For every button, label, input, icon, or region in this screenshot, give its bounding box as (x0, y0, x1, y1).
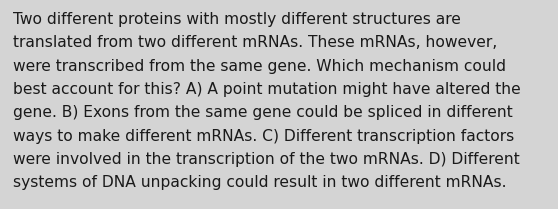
Text: systems of DNA unpacking could result in two different mRNAs.: systems of DNA unpacking could result in… (13, 175, 507, 190)
Text: translated from two different mRNAs. These mRNAs, however,: translated from two different mRNAs. The… (13, 35, 497, 50)
Text: ways to make different mRNAs. C) Different transcription factors: ways to make different mRNAs. C) Differe… (13, 129, 514, 144)
Text: were transcribed from the same gene. Which mechanism could: were transcribed from the same gene. Whi… (13, 59, 506, 74)
Text: Two different proteins with mostly different structures are: Two different proteins with mostly diffe… (13, 12, 461, 27)
Text: gene. B) Exons from the same gene could be spliced in different: gene. B) Exons from the same gene could … (13, 105, 513, 120)
Text: best account for this? A) A point mutation might have altered the: best account for this? A) A point mutati… (13, 82, 521, 97)
Text: were involved in the transcription of the two mRNAs. D) Different: were involved in the transcription of th… (13, 152, 519, 167)
